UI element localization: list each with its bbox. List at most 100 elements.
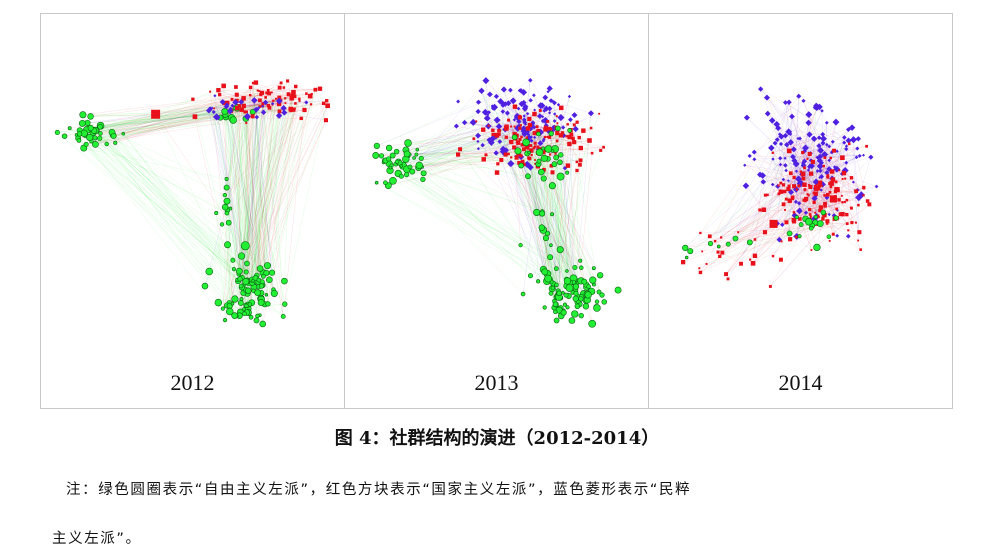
network-edge bbox=[84, 108, 295, 134]
network-edge bbox=[536, 96, 570, 213]
statist-left-node bbox=[823, 204, 827, 208]
liberal-left-node bbox=[541, 268, 549, 276]
network-edge bbox=[239, 109, 243, 279]
network-edge bbox=[537, 128, 576, 282]
network-edge bbox=[226, 106, 247, 291]
statist-left-node bbox=[245, 110, 248, 114]
network-edge bbox=[213, 108, 274, 290]
network-edge bbox=[540, 105, 554, 131]
network-edge bbox=[218, 89, 295, 97]
statist-left-node bbox=[817, 215, 820, 219]
statist-left-node bbox=[286, 79, 290, 83]
network-edge bbox=[79, 133, 228, 214]
statist-left-node bbox=[571, 136, 575, 141]
liberal-left-node bbox=[554, 282, 559, 288]
populist-left-node bbox=[832, 165, 837, 169]
liberal-left-node bbox=[264, 292, 269, 297]
populist-left-node bbox=[798, 207, 802, 211]
network-edge bbox=[230, 110, 246, 306]
liberal-left-node bbox=[589, 276, 597, 284]
network-edge bbox=[229, 99, 255, 306]
statist-left-node bbox=[581, 128, 586, 133]
populist-left-node bbox=[796, 201, 802, 206]
network-edge bbox=[560, 135, 581, 161]
network-edge bbox=[236, 94, 241, 279]
network-edge bbox=[123, 133, 244, 294]
populist-left-node bbox=[550, 127, 556, 133]
network-edge bbox=[780, 142, 845, 159]
populist-left-node bbox=[493, 93, 499, 99]
statist-left-node bbox=[801, 150, 805, 155]
network-edge bbox=[90, 109, 242, 129]
populist-left-node bbox=[796, 136, 800, 141]
statist-left-node bbox=[261, 102, 265, 106]
statist-left-node bbox=[854, 189, 858, 194]
statist-left-node bbox=[781, 202, 786, 207]
populist-left-node bbox=[546, 85, 553, 92]
populist-left-node bbox=[571, 112, 578, 118]
statist-left-node bbox=[547, 126, 552, 131]
network-edge bbox=[406, 141, 519, 170]
network-edge bbox=[797, 138, 817, 196]
populist-left-node bbox=[529, 138, 534, 143]
statist-left-node bbox=[845, 222, 849, 226]
statist-left-node bbox=[829, 169, 835, 174]
populist-left-node bbox=[820, 131, 826, 137]
populist-left-node bbox=[808, 163, 813, 168]
network-graph-2014 bbox=[680, 86, 879, 288]
network-edge bbox=[398, 160, 581, 174]
network-edge bbox=[376, 145, 524, 295]
panel-year-label: 2014 bbox=[778, 370, 823, 395]
network-edge bbox=[82, 92, 263, 115]
statist-left-node bbox=[299, 116, 303, 121]
network-edge bbox=[497, 119, 539, 148]
network-edge bbox=[421, 158, 556, 305]
network-edge bbox=[772, 184, 859, 198]
network-edge bbox=[496, 96, 576, 291]
liberal-left-node bbox=[558, 152, 564, 158]
network-edge bbox=[737, 106, 820, 233]
populist-left-node bbox=[820, 109, 824, 113]
statist-left-node bbox=[534, 159, 536, 161]
populist-left-node bbox=[817, 147, 825, 154]
network-edge bbox=[209, 108, 270, 280]
statist-left-node bbox=[599, 148, 603, 152]
liberal-left-node bbox=[578, 296, 584, 302]
statist-left-node bbox=[507, 152, 510, 156]
liberal-left-node bbox=[548, 182, 556, 190]
statist-left-node bbox=[559, 105, 564, 111]
network-edge bbox=[744, 165, 789, 190]
network-edge bbox=[706, 223, 821, 265]
populist-left-node bbox=[756, 171, 763, 178]
liberal-left-node bbox=[548, 290, 554, 296]
network-edge bbox=[224, 93, 312, 196]
statist-left-node bbox=[753, 238, 757, 241]
network-edge bbox=[542, 158, 549, 212]
network-edge bbox=[82, 114, 262, 294]
network-edge bbox=[246, 123, 263, 286]
network-edge bbox=[531, 113, 600, 142]
populist-left-node bbox=[480, 142, 485, 148]
liberal-left-node bbox=[556, 290, 562, 297]
populist-left-node bbox=[497, 139, 503, 145]
network-edge bbox=[700, 96, 799, 234]
populist-left-node bbox=[796, 93, 802, 99]
network-edge bbox=[717, 195, 842, 253]
network-edge bbox=[95, 104, 312, 139]
network-edge bbox=[702, 221, 820, 252]
statist-left-node bbox=[284, 97, 287, 100]
network-edge bbox=[550, 113, 555, 130]
statist-left-node bbox=[305, 92, 308, 95]
network-edge bbox=[405, 108, 547, 160]
liberal-left-node bbox=[385, 144, 393, 152]
network-edge bbox=[744, 164, 804, 175]
populist-left-node bbox=[500, 86, 507, 93]
network-edge bbox=[115, 142, 228, 245]
network-edge bbox=[464, 122, 489, 127]
network-edge bbox=[262, 93, 313, 325]
populist-left-node bbox=[844, 160, 849, 165]
network-edge bbox=[422, 166, 553, 289]
liberal-left-node bbox=[54, 129, 60, 136]
network-edge bbox=[413, 89, 505, 159]
liberal-left-node bbox=[221, 108, 229, 115]
